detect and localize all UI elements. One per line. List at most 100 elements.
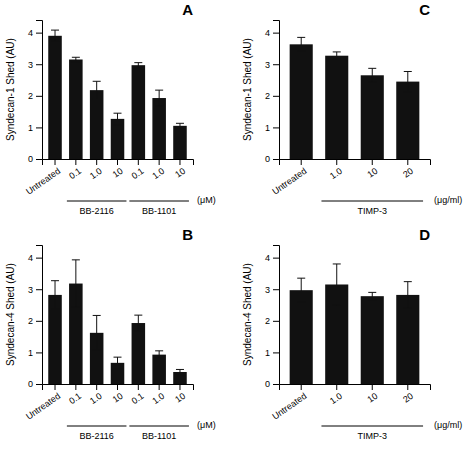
x-tick-mark	[117, 159, 118, 165]
x-tick: 0.1	[130, 384, 146, 406]
x-axis: Untreated1.01020	[270, 384, 430, 422]
error-bar-stem	[336, 52, 337, 60]
x-tick-label: 1.0	[328, 391, 344, 406]
y-axis-title: Syndecan-4 Shed (AU)	[5, 263, 16, 366]
x-tick-mark	[301, 159, 302, 165]
error-bar-stem	[159, 90, 160, 106]
error-bar-cap-bottom	[297, 302, 305, 303]
y-tick-label: 4	[28, 28, 33, 38]
y-tick: 4	[28, 28, 42, 38]
error-bar-stem	[117, 113, 118, 124]
y-tick: 1	[28, 348, 42, 358]
plot-area	[48, 30, 187, 159]
x-tick-label: 1.0	[150, 166, 166, 181]
error-bar-stem	[55, 30, 56, 41]
error-bar-cap-bottom	[404, 308, 412, 309]
bar	[152, 355, 166, 384]
error-bar	[93, 81, 101, 99]
bar	[152, 98, 166, 159]
error-bar	[176, 369, 184, 374]
bar	[290, 290, 313, 384]
x-tick: 1.0	[88, 159, 104, 181]
x-tick-mark	[301, 384, 302, 390]
x-tick-mark	[55, 384, 56, 390]
x-tick-label: 1.0	[150, 391, 166, 406]
error-bar	[134, 315, 142, 331]
x-tick-mark	[75, 384, 76, 390]
x-tick-label: 1.0	[88, 391, 104, 406]
error-bar-cap-top	[176, 123, 184, 124]
x-tick-mark	[372, 159, 373, 165]
y-tick-mark	[273, 64, 279, 65]
error-bar-cap-top	[333, 263, 341, 264]
y-tick-mark	[36, 384, 42, 385]
y-axis-title: Syndecan-1 Shed (AU)	[5, 38, 16, 141]
bar	[290, 44, 313, 159]
x-axis-line	[43, 160, 194, 166]
bar	[132, 323, 146, 384]
bar	[361, 296, 384, 384]
error-bar-cap-bottom	[93, 98, 101, 99]
error-bar-cap-top	[297, 37, 305, 38]
error-bar-cap-top	[72, 57, 80, 58]
group-label: TIMP-3	[358, 206, 388, 216]
x-tick-label: 0.1	[67, 166, 83, 181]
x-tick-label: 1.0	[88, 166, 104, 181]
error-bar-cap-top	[93, 81, 101, 82]
y-tick-label: 4	[265, 253, 270, 263]
error-bar-stem	[301, 278, 302, 302]
group-bracket	[67, 201, 127, 202]
x-tick: 1.0	[150, 159, 166, 181]
y-tick-label: 0	[28, 154, 33, 164]
panel: 01234Untreated0.11.0100.11.010Syndecan-1…	[5, 1, 216, 216]
y-tick: 0	[28, 379, 42, 389]
error-bar-cap-bottom	[93, 350, 101, 351]
x-tick-mark	[96, 384, 97, 390]
x-axis-line	[43, 385, 194, 391]
x-tick-label: 10	[366, 391, 380, 405]
x-tick: Untreated	[24, 384, 62, 422]
y-axis: 01234	[265, 246, 280, 390]
y-tick-mark	[273, 352, 279, 353]
x-tick-label: 10	[111, 166, 125, 180]
error-bar-cap-top	[114, 113, 122, 114]
error-bar-stem	[96, 315, 97, 350]
panel: 01234Untreated0.11.0100.11.010Syndecan-4…	[5, 226, 216, 441]
bar	[396, 295, 419, 384]
y-tick: 0	[28, 154, 42, 164]
y-tick-mark	[273, 159, 279, 160]
error-bar-cap-bottom	[176, 128, 184, 129]
error-bar	[114, 113, 122, 124]
y-tick-label: 0	[265, 379, 270, 389]
error-bar-stem	[138, 63, 139, 68]
group-bracket	[321, 426, 423, 427]
y-tick-label: 1	[265, 348, 270, 358]
figure: 01234Untreated0.11.0100.11.010Syndecan-1…	[0, 0, 474, 450]
error-bar	[155, 351, 163, 359]
error-bar-cap-top	[368, 68, 376, 69]
chart-container: 01234Untreated0.11.0100.11.010Syndecan-1…	[0, 0, 474, 450]
x-tick: 1.0	[328, 159, 344, 181]
y-tick-label: 1	[28, 348, 33, 358]
x-tick-label: 10	[173, 166, 187, 180]
y-tick-mark	[273, 321, 279, 322]
y-axis-line	[36, 246, 43, 385]
error-bar-cap-top	[404, 281, 412, 282]
error-bar	[51, 281, 59, 309]
x-tick: 10	[366, 159, 380, 180]
error-bar-cap-bottom	[297, 51, 305, 52]
group-label: BB-1101	[142, 206, 176, 216]
group-bracket	[129, 201, 189, 202]
error-bar-cap-top	[333, 51, 341, 52]
y-tick-label: 3	[28, 285, 33, 295]
panel-label: A	[182, 1, 193, 18]
y-tick-label: 1	[265, 123, 270, 133]
x-tick-mark	[159, 159, 160, 165]
y-tick: 0	[265, 379, 279, 389]
error-bar-cap-bottom	[404, 91, 412, 92]
error-bar	[368, 292, 376, 300]
y-tick: 3	[28, 285, 42, 295]
error-bar-cap-bottom	[134, 67, 142, 68]
group-label: BB-1101	[142, 431, 176, 441]
error-bar	[297, 37, 305, 51]
